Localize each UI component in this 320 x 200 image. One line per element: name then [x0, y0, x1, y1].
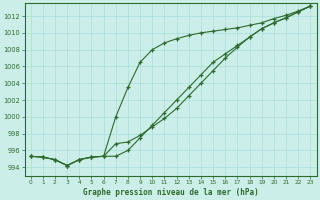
- X-axis label: Graphe pression niveau de la mer (hPa): Graphe pression niveau de la mer (hPa): [83, 188, 258, 197]
